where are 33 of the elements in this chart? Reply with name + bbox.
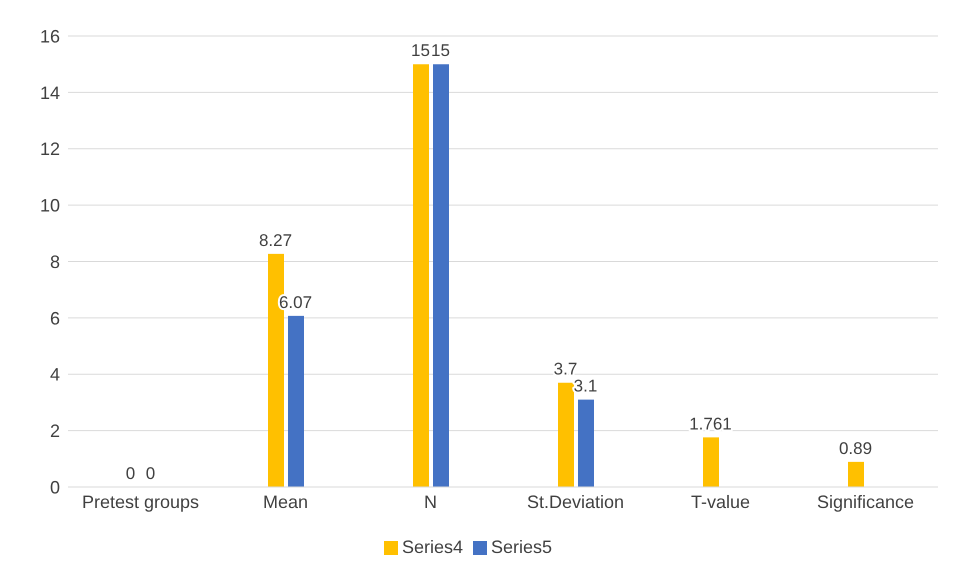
y-tick-label: 2 [50, 421, 60, 442]
x-tick-label: Mean [262, 492, 308, 512]
x-tick-label: Pretest groups [82, 492, 200, 512]
x-tick-label: St.Deviation [526, 492, 624, 512]
y-tick-label: 14 [40, 82, 60, 103]
data-label: 15 [411, 41, 430, 60]
data-label: 0.89 [838, 438, 872, 458]
bar [848, 462, 864, 487]
data-label: 0 [146, 464, 156, 483]
bar [413, 64, 429, 487]
x-tick-label: T-value [690, 492, 750, 512]
bar [288, 316, 304, 487]
y-tick-label: 6 [50, 308, 60, 328]
data-label: 8.27 [258, 230, 292, 250]
legend-label: Series4 [402, 537, 463, 557]
y-tick-label: 0 [50, 477, 60, 498]
y-tick-label: 10 [40, 196, 60, 216]
data-label: 3.1 [574, 376, 598, 396]
y-tick-label: 8 [50, 252, 60, 272]
bar [703, 437, 719, 487]
data-label: 3.7 [554, 360, 578, 379]
bar [433, 64, 449, 487]
bar [578, 400, 594, 487]
y-tick-label: 16 [40, 26, 60, 46]
data-label: 0 [126, 464, 136, 483]
y-tick-label: 12 [40, 139, 60, 160]
data-label: 15 [431, 41, 450, 60]
y-tick-label: 4 [50, 364, 60, 385]
data-label: 1.761 [689, 414, 732, 434]
legend-label: Series5 [491, 537, 552, 557]
x-tick-label: N [424, 492, 437, 512]
bar [558, 382, 574, 487]
x-tick-label: Significance [816, 492, 914, 512]
